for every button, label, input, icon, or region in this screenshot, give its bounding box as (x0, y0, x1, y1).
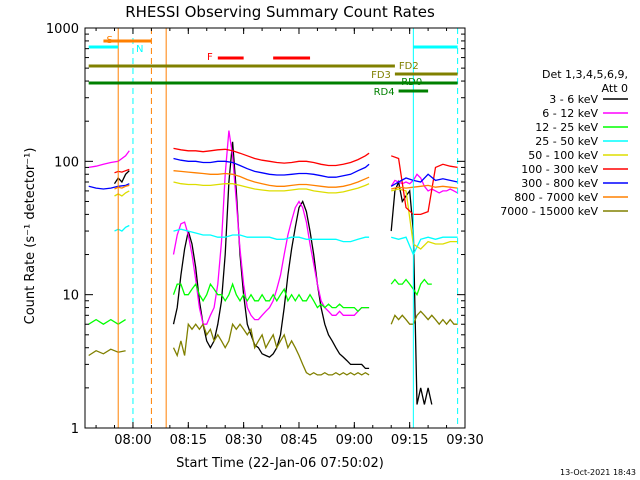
flag-label-n: N (136, 44, 143, 55)
series-line-8-segment-1 (172, 322, 370, 376)
y-tick-label-0: 1 (71, 422, 79, 437)
series-line-5-segment-0 (114, 168, 130, 174)
legend-label-5: 100 - 300 keV (521, 163, 598, 176)
x-tick-label-6: 09:30 (446, 433, 483, 448)
legend-label-0: 3 - 6 keV (549, 93, 598, 106)
y-tick-label-2: 100 (54, 155, 79, 170)
flag-label-fd3: FD3 (371, 70, 391, 81)
flag-label-f: F (207, 52, 213, 63)
y-axis-label: Count Rate (s⁻¹ detector⁻¹) (23, 148, 38, 325)
legend-label-3: 25 - 50 keV (535, 135, 598, 148)
series-line-6-segment-2 (390, 173, 458, 187)
series-line-7-segment-2 (391, 184, 458, 190)
legend-label-8: 7000 - 15000 keV (500, 205, 598, 218)
flag-label-fd2: FD2 (399, 61, 419, 72)
x-tick-label-0: 08:00 (114, 433, 151, 448)
series-line-7-segment-0 (114, 184, 130, 190)
plot-frame (84, 27, 466, 429)
legend-label-6: 300 - 800 keV (521, 177, 598, 190)
flag-label-rd4: RD4 (374, 87, 395, 98)
chart-title: RHESSI Observing Summary Count Rates (125, 3, 435, 21)
x-axis-label: Start Time (22-Jan-06 07:50:02) (176, 456, 384, 471)
series-line-0-segment-0 (113, 170, 130, 185)
series-line-6-segment-0 (88, 183, 130, 190)
series-line-1-segment-1 (172, 130, 370, 325)
legend-label-2: 12 - 25 keV (535, 121, 598, 134)
series-line-2-segment-0 (88, 318, 126, 325)
legend-header: Det 1,3,4,5,6,9,Att 0 (542, 68, 628, 95)
series-line-7-segment-1 (173, 170, 370, 188)
series-line-4-segment-1 (173, 181, 370, 194)
series-line-0-segment-2 (390, 179, 433, 405)
legend-label-7: 800 - 7000 keV (514, 191, 598, 204)
series-line-5-segment-2 (390, 155, 458, 216)
legend-header-line-0: Det 1,3,4,5,6,9, (542, 68, 628, 81)
flag-label-s: S (106, 35, 112, 46)
series-line-5-segment-1 (173, 147, 370, 167)
x-tick-label-5: 09:15 (391, 433, 428, 448)
series-line-3-segment-2 (391, 236, 458, 257)
series-line-3-segment-1 (173, 228, 370, 243)
footer-date: 13-Oct-2021 18:43 (560, 468, 636, 477)
legend-header-line-1: Att 0 (602, 82, 628, 95)
series-line-4-segment-2 (391, 188, 458, 250)
x-tick-label-3: 08:45 (280, 433, 317, 448)
legend-label-4: 50 - 100 keV (528, 149, 598, 162)
x-tick-label-2: 08:30 (225, 433, 262, 448)
flag-label-rd0: RD0 (401, 77, 422, 88)
x-tick-label-4: 09:00 (336, 433, 373, 448)
y-tick-label-3: 1000 (46, 22, 79, 37)
y-tick-label-1: 10 (62, 289, 79, 304)
series-line-2-segment-2 (390, 278, 432, 297)
legend-label-1: 6 - 12 keV (542, 107, 598, 120)
series-line-4-segment-0 (114, 190, 130, 197)
series-line-0-segment-1 (172, 141, 370, 370)
series-line-1-segment-0 (88, 150, 130, 169)
x-tick-label-1: 08:15 (170, 433, 207, 448)
series-line-8-segment-2 (390, 310, 458, 326)
plot-area: S N F FD2 FD3 RD0 RD4 08:00 08:15 08:30 08:45 09:00… (46, 22, 484, 448)
series-line-3-segment-0 (114, 224, 130, 232)
series-line-2-segment-1 (172, 282, 370, 313)
series-line-8-segment-0 (88, 348, 126, 357)
series-line-6-segment-1 (173, 157, 370, 178)
